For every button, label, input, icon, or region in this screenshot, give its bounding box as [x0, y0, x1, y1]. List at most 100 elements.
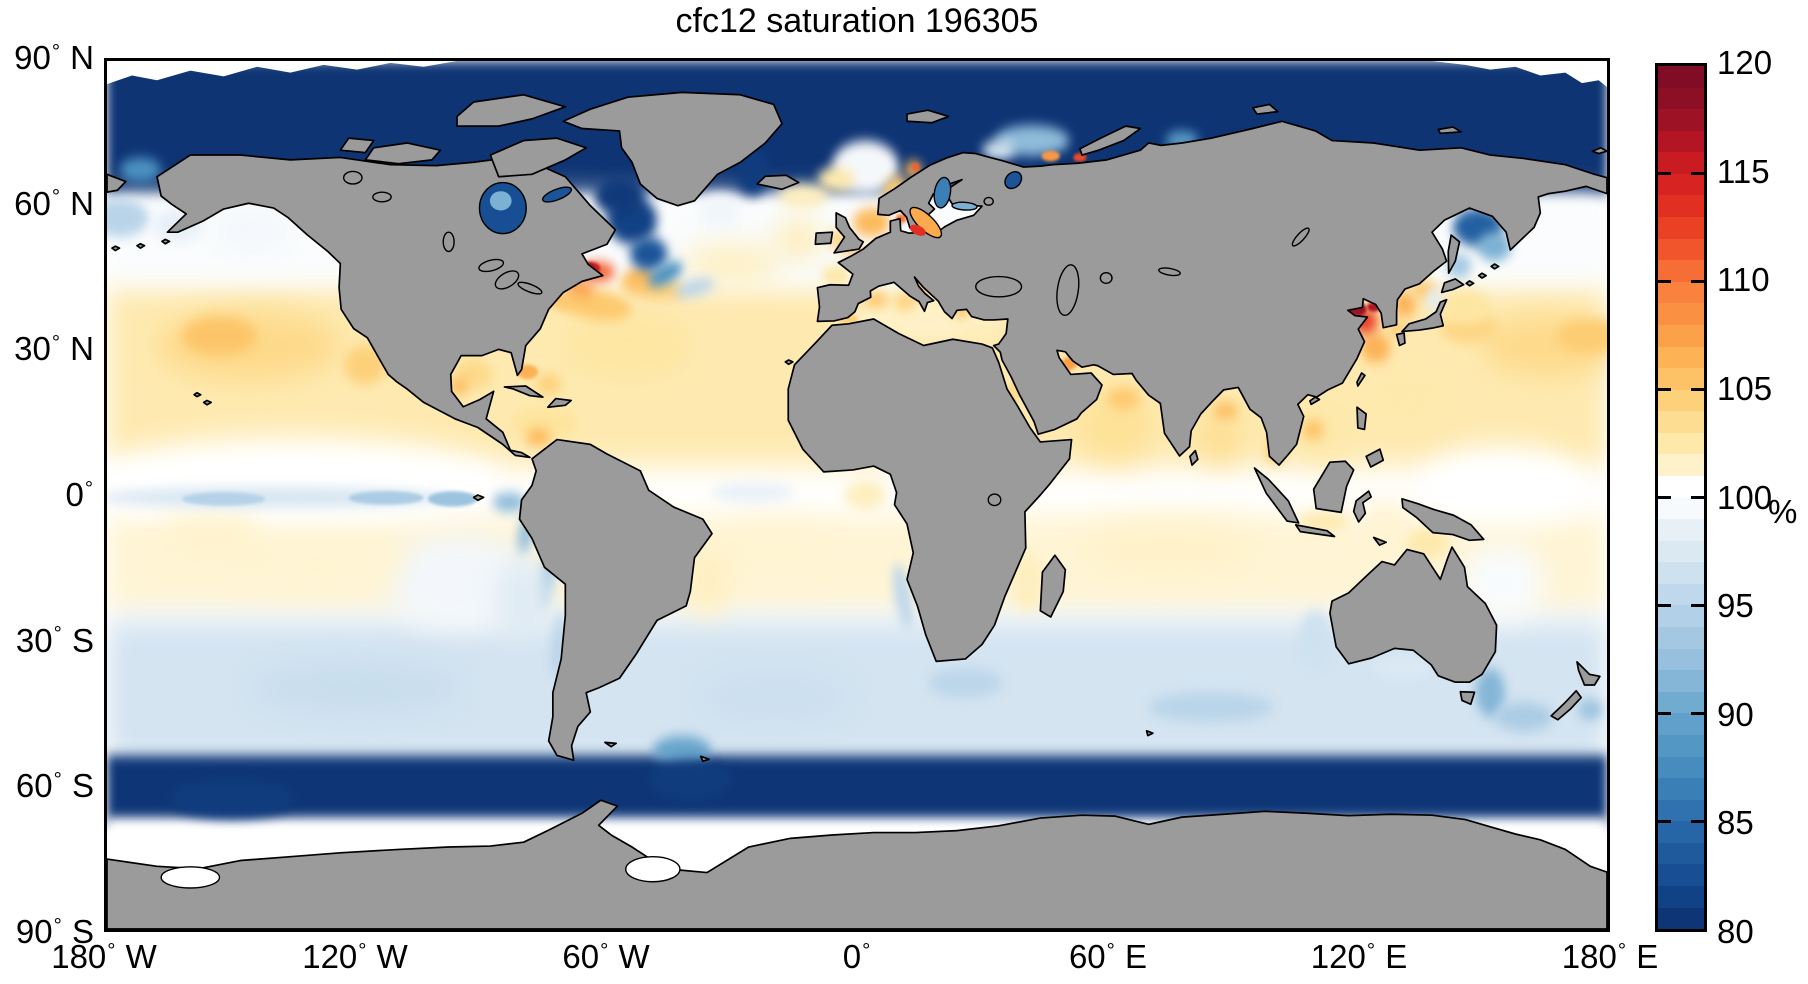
- field-feature-colombia-orange: [525, 428, 551, 446]
- borneo: [1314, 461, 1354, 512]
- field-feature-s-pacific-yellow2: [161, 514, 262, 553]
- field-feature-tyrrhenian: [894, 294, 916, 310]
- canary-islands: [785, 360, 793, 364]
- svalbard: [907, 110, 949, 123]
- degree-symbol: °: [600, 938, 609, 962]
- degree-symbol: °: [84, 476, 93, 500]
- inland-water-outlines: [344, 171, 1311, 505]
- colorbar-band: [1658, 691, 1704, 714]
- field-feature-eq-streak-core-e: [427, 491, 478, 507]
- degree-symbol: °: [53, 622, 62, 646]
- x-tick-label: 0°: [842, 938, 871, 975]
- field-feature-arabian-sea: [1077, 393, 1153, 462]
- field-feature-natl-drift: [682, 244, 782, 283]
- overlay-seas: [480, 168, 1025, 242]
- field-feature-labrador-tongue2: [629, 237, 668, 271]
- colorbar-tick-mark: [1658, 819, 1671, 823]
- colorbar-band: [1658, 713, 1704, 735]
- field-feature-s-pacific-yellow: [223, 538, 407, 587]
- colorbar-tick-label: 95: [1717, 587, 1754, 625]
- field-feature-galapagos-upwelling: [492, 492, 526, 512]
- galapagos: [474, 495, 484, 500]
- colorbar-tick-mark: [1691, 819, 1704, 823]
- colorbar-band: [1658, 907, 1704, 930]
- colorbar-tick-mark: [1658, 711, 1671, 715]
- new-siberian-islands: [1438, 127, 1461, 133]
- y-tick-label: 60° N: [14, 184, 94, 222]
- colorbar-band: [1658, 346, 1704, 369]
- y-tick-label: 0°: [65, 476, 93, 513]
- zonal-band: [107, 755, 1607, 826]
- field-feature-gulf-stream1: [557, 288, 632, 321]
- south-georgia: [701, 756, 709, 761]
- field-feature-eq-atlantic-blue: [711, 482, 795, 503]
- south-america: [520, 440, 713, 761]
- colorbar-band: [1658, 842, 1704, 865]
- colorbar-band: [1658, 519, 1704, 541]
- field-feature-natl-drift2: [773, 220, 824, 259]
- field-feature-okhotsk-mid: [1477, 232, 1512, 262]
- field-feature-south-china-sea: [1298, 403, 1349, 462]
- black-sea: [976, 277, 1022, 297]
- colorbar-tick-label: 80: [1717, 913, 1754, 950]
- colorbar-band: [1658, 152, 1704, 174]
- australia: [1330, 547, 1497, 682]
- honshu: [1402, 300, 1447, 332]
- chukotka-west-sliver: [107, 174, 126, 192]
- field-feature-tasman-blue: [1475, 668, 1505, 717]
- field-feature-norwegian-yellow: [817, 167, 855, 192]
- degree-symbol: °: [1366, 938, 1376, 962]
- colorbar-band: [1658, 260, 1704, 282]
- field-feature-chukchi-lighter: [119, 157, 162, 182]
- colorbar-band: [1658, 411, 1704, 433]
- colorbar-band: [1658, 432, 1704, 455]
- colorbar-tick-mark: [1691, 172, 1704, 176]
- tasmania: [1460, 692, 1474, 705]
- lake-superior: [478, 257, 504, 273]
- great-bear-lake: [344, 171, 362, 184]
- hispaniola: [548, 399, 571, 408]
- degree-symbol: °: [358, 938, 367, 962]
- caspian-sea: [1054, 263, 1082, 318]
- colorbar-band: [1658, 195, 1704, 218]
- field-feature-bahamas: [536, 374, 562, 394]
- x-tick-label: 120° E: [1310, 938, 1408, 975]
- field-feature-agulhas-blue: [927, 668, 1003, 698]
- colorbar-tick-mark: [1691, 711, 1704, 715]
- colorbar-band: [1658, 734, 1704, 757]
- antarctica: [107, 800, 1607, 929]
- hawaii: [194, 393, 211, 405]
- field-feature-banda-sea: [1365, 504, 1407, 534]
- field-feature-bering-blue: [107, 198, 149, 238]
- field-feature-peru-offshore: [494, 557, 553, 645]
- overlay-sea-gulf-bothnia: [932, 176, 953, 210]
- field-feature-gt-australian-bight: [1373, 656, 1432, 681]
- field-feature-philippine-sea: [1373, 369, 1441, 428]
- lake-victoria: [988, 494, 1001, 506]
- field-feature-s-indian-yellow: [1077, 519, 1262, 577]
- degree-symbol: °: [862, 938, 871, 962]
- colorbar-band: [1658, 454, 1704, 476]
- colorbar-tick-mark: [1658, 388, 1671, 392]
- y-tick-label: 90° S: [15, 913, 94, 950]
- field-feature-nw-pacific-core: [1557, 318, 1607, 353]
- degree-symbol: °: [53, 913, 62, 937]
- y-tick-label: 60° S: [15, 767, 94, 805]
- madagascar: [1040, 555, 1065, 617]
- banks-island: [340, 138, 373, 152]
- colorbar-band: [1658, 885, 1704, 908]
- colorbar-band: [1658, 173, 1704, 196]
- cuba: [505, 386, 543, 397]
- x-tick-label: 120° W: [302, 938, 408, 975]
- colorbar-band: [1658, 778, 1704, 800]
- degree-symbol: °: [1617, 938, 1627, 962]
- field-feature-arafura: [1407, 528, 1449, 558]
- colorbar-tick-mark: [1691, 388, 1704, 392]
- field-feature-lofoten-red: [911, 163, 920, 171]
- y-tick-label: 30° S: [15, 621, 94, 659]
- world-heatmap: [107, 61, 1607, 929]
- sumatra: [1255, 468, 1299, 523]
- field-feature-caribbean: [511, 408, 578, 438]
- victoria-island: [365, 143, 440, 164]
- aleutians: [112, 239, 170, 250]
